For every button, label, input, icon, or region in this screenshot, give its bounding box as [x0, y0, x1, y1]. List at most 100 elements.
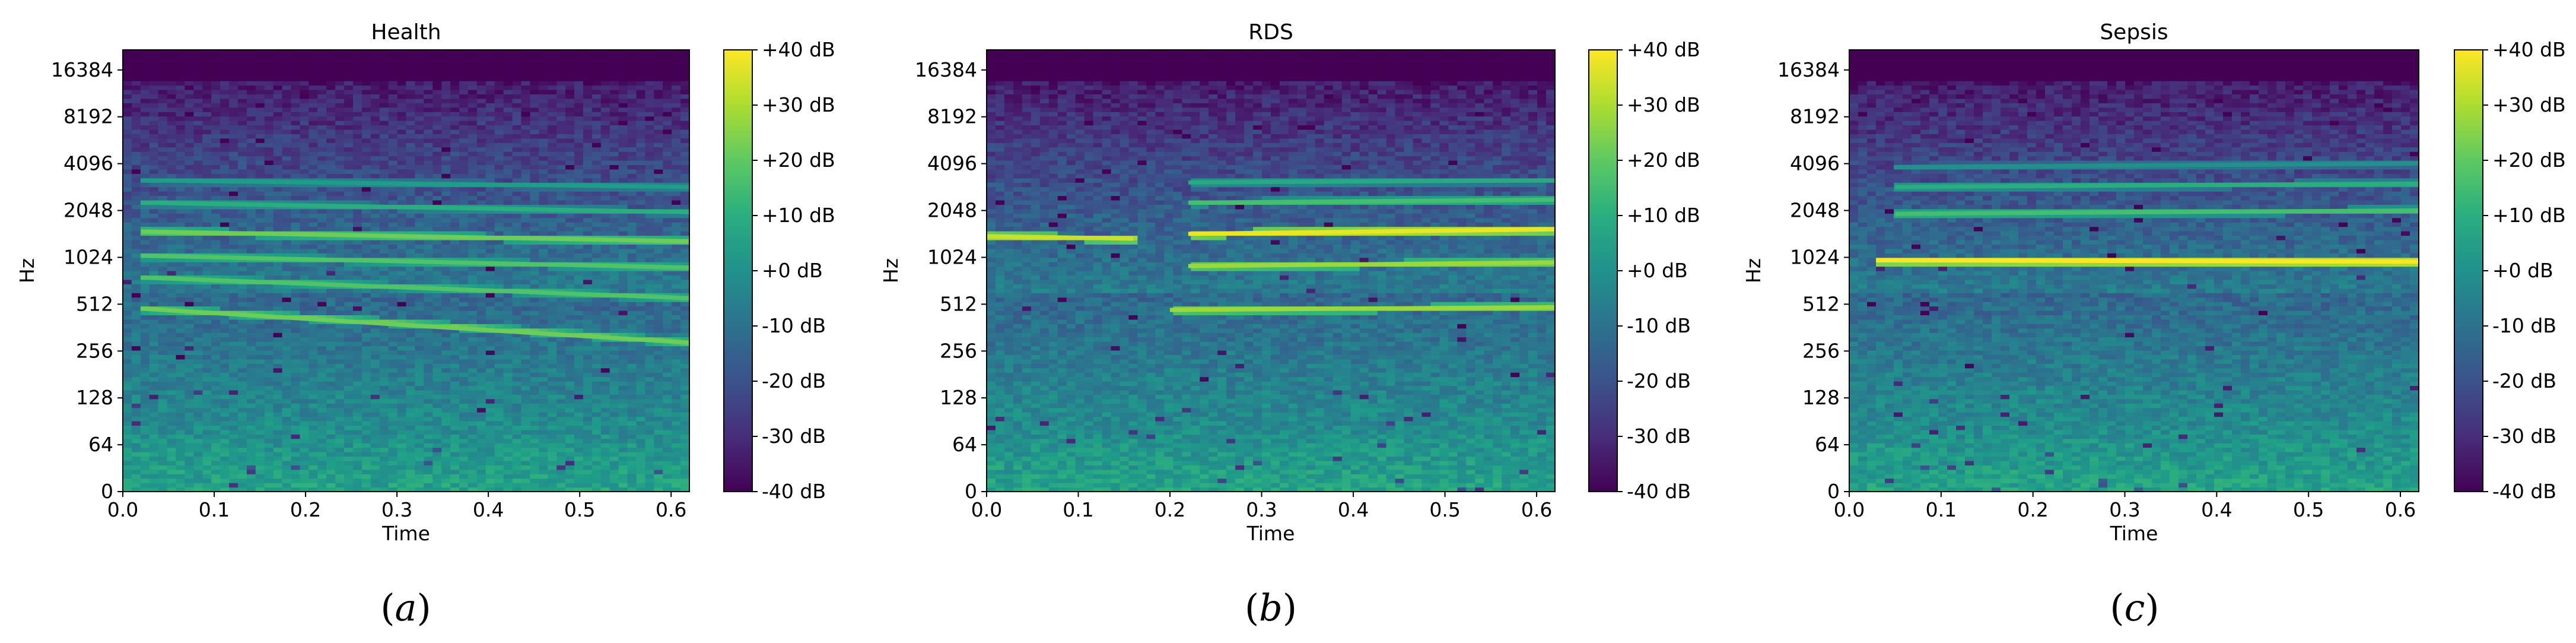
- heatmap-cell: [273, 470, 283, 474]
- heatmap-cell: [158, 474, 168, 479]
- heatmap-cell: [300, 187, 309, 192]
- heatmap-cell: [132, 284, 141, 289]
- heatmap-cell: [247, 81, 256, 85]
- heatmap-cell: [291, 50, 301, 55]
- heatmap-cell: [300, 275, 309, 280]
- heatmap-cell: [291, 156, 301, 161]
- heatmap-cell: [141, 350, 150, 355]
- heatmap-cell: [176, 346, 186, 350]
- heatmap-cell: [256, 209, 265, 214]
- heatmap-cell: [141, 289, 150, 293]
- heatmap-cell: [176, 222, 186, 227]
- heatmap-cell: [229, 191, 238, 196]
- heatmap-cell: [282, 107, 292, 112]
- heatmap-cell: [158, 173, 168, 178]
- heatmap-cell: [123, 178, 132, 183]
- heatmap-cell: [193, 417, 203, 422]
- heatmap-cell: [185, 249, 194, 254]
- heatmap-cell: [202, 394, 212, 399]
- heatmap-cell: [158, 293, 168, 297]
- heatmap-cell: [273, 235, 283, 240]
- heatmap-cell: [202, 116, 212, 121]
- heatmap-cell: [158, 434, 168, 439]
- heatmap-cell: [309, 359, 318, 364]
- heatmap-cell: [265, 284, 274, 289]
- heatmap-cell: [132, 68, 141, 72]
- heatmap-cell: [211, 267, 221, 271]
- heatmap-cell: [193, 213, 203, 218]
- heatmap-cell: [158, 182, 168, 187]
- heatmap-cell: [185, 209, 194, 214]
- heatmap-cell: [167, 390, 177, 395]
- heatmap-cell: [309, 311, 318, 315]
- heatmap-cell: [150, 390, 159, 395]
- heatmap-cell: [238, 439, 247, 444]
- heatmap-cell: [132, 72, 141, 77]
- heatmap-cell: [132, 151, 141, 156]
- heatmap-cell: [211, 337, 221, 342]
- heatmap-cell: [150, 63, 159, 68]
- heatmap-cell: [193, 346, 203, 350]
- heatmap-cell: [265, 129, 274, 134]
- heatmap-cell: [123, 142, 132, 147]
- heatmap-cell: [150, 99, 159, 103]
- heatmap-cell: [132, 465, 141, 470]
- heatmap-cell: [202, 129, 212, 134]
- heatmap-cell: [158, 328, 168, 333]
- heatmap-cell: [150, 289, 159, 293]
- heatmap-cell: [300, 324, 309, 328]
- heatmap-cell: [247, 403, 256, 408]
- heatmap-cell: [229, 187, 238, 192]
- heatmap-cell: [123, 196, 132, 201]
- spectrogram-figure: Health0.0 0.1 0.2 0.3 0.4 0.5 0.6Time064128256…: [0, 0, 2576, 643]
- heatmap-cell: [317, 275, 327, 280]
- heatmap-cell: [265, 399, 274, 404]
- heatmap-cell: [167, 363, 177, 368]
- heatmap-cell: [176, 328, 186, 333]
- heatmap-cell: [256, 456, 265, 461]
- heatmap-cell: [123, 235, 132, 240]
- heatmap-cell: [123, 68, 132, 72]
- heatmap-cell: [317, 302, 327, 306]
- heatmap-cell: [247, 138, 256, 143]
- heatmap-cell: [238, 213, 247, 218]
- heatmap-cell: [229, 249, 238, 254]
- heatmap-cell: [238, 125, 247, 129]
- heatmap-cell: [229, 99, 238, 103]
- heatmap-cell: [265, 68, 274, 72]
- heatmap-cell: [158, 479, 168, 483]
- heatmap-cell: [273, 85, 283, 90]
- heatmap-cell: [238, 319, 247, 324]
- heatmap-cell: [256, 244, 265, 249]
- heatmap-cell: [238, 222, 247, 227]
- heatmap-cell: [300, 218, 309, 223]
- heatmap-cell: [229, 173, 238, 178]
- heatmap-cell: [193, 196, 203, 201]
- heatmap-cell: [238, 187, 247, 192]
- heatmap-cell: [150, 107, 159, 112]
- heatmap-cell: [273, 262, 283, 267]
- heatmap-cell: [273, 59, 283, 64]
- heatmap-cell: [229, 337, 238, 342]
- heatmap-cell: [211, 403, 221, 408]
- heatmap-cell: [309, 156, 318, 161]
- heatmap-cell: [265, 341, 274, 346]
- heatmap-cell: [238, 359, 247, 364]
- heatmap-cell: [265, 173, 274, 178]
- heatmap-cell: [220, 430, 230, 435]
- heatmap-cell: [176, 337, 186, 342]
- heatmap-cell: [150, 156, 159, 161]
- heatmap-cell: [185, 470, 194, 474]
- heatmap-cell: [291, 337, 301, 342]
- heatmap-cell: [167, 156, 177, 161]
- heatmap-cell: [123, 227, 132, 232]
- heatmap-cell: [220, 448, 230, 452]
- heatmap-cell: [220, 479, 230, 483]
- heatmap-cell: [141, 377, 150, 382]
- heatmap-cell: [317, 403, 327, 408]
- heatmap-cell: [176, 315, 186, 319]
- heatmap-cell: [167, 191, 177, 196]
- heatmap-cell: [238, 209, 247, 214]
- heatmap-cell: [291, 81, 301, 85]
- heatmap-cell: [176, 112, 186, 116]
